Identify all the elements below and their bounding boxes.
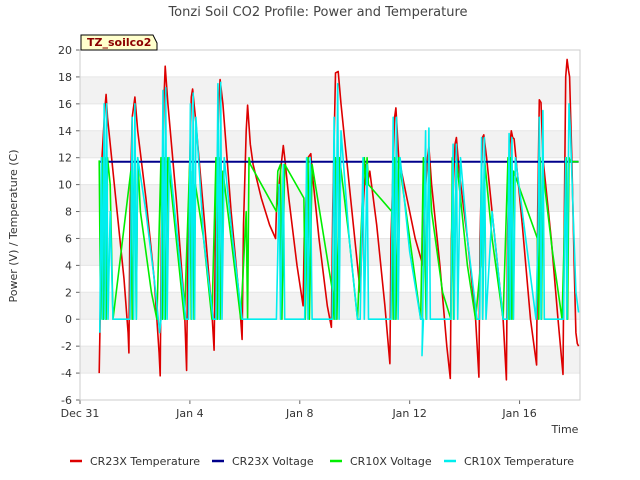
- badge-label: TZ_soilco2: [87, 36, 151, 49]
- legend-label-cr10x-voltage: CR10X Voltage: [350, 455, 432, 468]
- x-axis-label: Time: [551, 423, 579, 436]
- y-axis-ticks: -6 -4 -2 0 2 4 6 8 10 12 14 16 18 20: [58, 44, 80, 407]
- x-tick-label: Dec 31: [61, 407, 100, 420]
- y-tick-label: 12: [58, 152, 72, 165]
- station-badge: TZ_soilco2: [80, 34, 158, 51]
- grid-band: [80, 184, 580, 212]
- legend-label-cr23x-temperature: CR23X Temperature: [90, 455, 200, 468]
- y-tick-label: 10: [58, 179, 72, 192]
- series-line-cr10x-temperature: [99, 81, 580, 357]
- plot-frame: [79, 49, 581, 401]
- y-tick-label: 16: [58, 98, 72, 111]
- y-tick-label: 14: [58, 125, 72, 138]
- y-tick-label: -4: [61, 367, 72, 380]
- x-tick-label: Jan 8: [285, 407, 313, 420]
- series-lines: [98, 58, 580, 381]
- badge-box: [80, 34, 158, 51]
- x-tick-label: Jan 4: [175, 407, 203, 420]
- y-tick-label: 2: [65, 286, 72, 299]
- x-tick-label: Jan 16: [501, 407, 536, 420]
- grid-band: [80, 76, 580, 104]
- series-line-cr23x-temperature: [98, 58, 580, 381]
- y-tick-label: -2: [61, 340, 72, 353]
- grid-band: [80, 346, 580, 374]
- y-tick-label: 20: [58, 44, 72, 57]
- legend-label-cr10x-temperature: CR10X Temperature: [464, 455, 574, 468]
- legend-label-cr23x-voltage: CR23X Voltage: [232, 455, 314, 468]
- legend: CR23X Temperature CR23X Voltage CR10X Volt…: [70, 455, 574, 468]
- y-tick-label: 0: [65, 313, 72, 326]
- x-axis-ticks: Dec 31 Jan 4 Jan 8 Jan 12 Jan 16: [61, 400, 537, 420]
- grid-band: [80, 130, 580, 158]
- y-tick-label: -6: [61, 394, 72, 407]
- x-tick-label: Jan 12: [391, 407, 426, 420]
- y-tick-label: 6: [65, 232, 72, 245]
- y-axis-label: Power (V) / Temperature (C): [7, 149, 20, 302]
- y-tick-label: 4: [65, 259, 72, 272]
- y-tick-label: 8: [65, 206, 72, 219]
- y-tick-label: 18: [58, 71, 72, 84]
- chart-title: Tonzi Soil CO2 Profile: Power and Temper…: [167, 5, 467, 20]
